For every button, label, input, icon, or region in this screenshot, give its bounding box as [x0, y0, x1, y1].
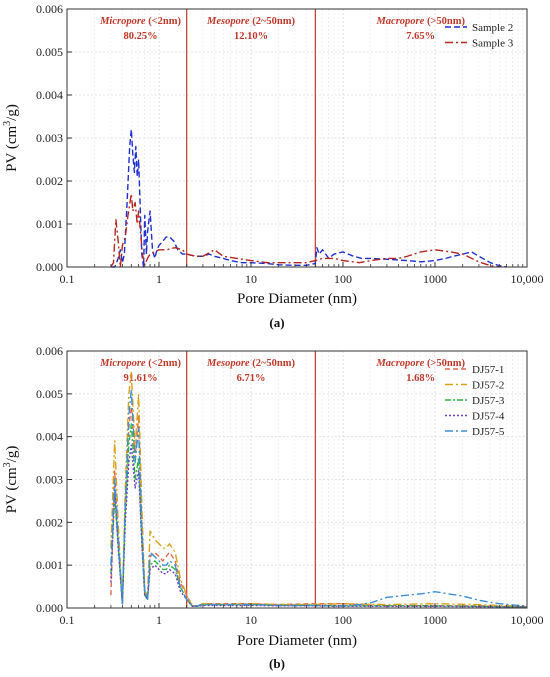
region-label-macropore: Macropore (>50nm) — [375, 16, 465, 27]
panel-label: (a) — [269, 315, 284, 330]
y-tick-label: 0.006 — [36, 2, 63, 16]
panel-label: (b) — [269, 656, 285, 671]
y-tick-label: 0.000 — [36, 260, 63, 274]
x-axis-label: Pore Diameter (nm) — [237, 633, 357, 649]
region-range: (2~50nm) — [252, 358, 295, 369]
y-tick-label: 0.001 — [36, 558, 63, 572]
x-tick-label: 0.1 — [60, 613, 75, 627]
y-tick-label: 0.000 — [36, 601, 63, 615]
grid — [67, 9, 527, 267]
legend-entry: Sample 3 — [472, 38, 514, 50]
series-line-dj57-2 — [110, 371, 528, 608]
y-tick-label: 0.003 — [36, 131, 63, 145]
x-tick-label: 0.1 — [60, 272, 75, 286]
legend-entry: DJ57-5 — [472, 426, 505, 438]
y-tick-label: 0.001 — [36, 217, 63, 231]
region-label-mesopore: Mesopore (2~50nm) — [206, 358, 296, 369]
region-label-mesopore: Mesopore (2~50nm) — [206, 16, 296, 27]
panel-b-chart: Micropore (<2nm) 91.61% Mesopore (2~50nm) 6… — [2, 344, 544, 671]
legend: Sample 2 Sample 3 — [445, 22, 514, 50]
series-line-dj57-3 — [110, 423, 528, 608]
region-range: (>50nm) — [427, 358, 466, 369]
series-line-sample-3 — [110, 193, 500, 268]
y-tick-label: 0.004 — [36, 88, 63, 102]
x-axis-label: Pore Diameter (nm) — [237, 291, 357, 307]
y-axis-label-main: PV (cm — [4, 126, 20, 172]
region-label-micropore: Micropore (<2nm) — [99, 16, 181, 27]
y-axis-label-tail: /g) — [4, 446, 20, 463]
y-tick-label: 0.006 — [36, 344, 63, 358]
region-percent: 6.71% — [237, 373, 266, 384]
y-axis-label-superscript: 3 — [2, 121, 13, 126]
region-name: Mesopore — [206, 358, 250, 369]
y-tick-label: 0.004 — [36, 430, 63, 444]
x-tick-label: 1000 — [423, 613, 447, 627]
legend-entry: DJ57-3 — [472, 395, 505, 407]
region-range: (2~50nm) — [252, 16, 295, 27]
region-range: (<2nm) — [148, 16, 181, 27]
x-tick-label: 1 — [156, 613, 162, 627]
x-tick-label: 1 — [156, 272, 162, 286]
legend: DJ57-1 DJ57-2 DJ57-3 DJ57-4 DJ57-5 — [445, 364, 505, 438]
region-percent: 80.25% — [123, 31, 157, 42]
x-tick-label: 100 — [334, 613, 352, 627]
series-line-dj57-4 — [110, 444, 528, 608]
y-tick-label: 0.002 — [36, 174, 63, 188]
y-axis-label-tail: /g) — [4, 104, 20, 121]
x-tick-label: 100 — [334, 272, 352, 286]
legend-entry: DJ57-2 — [472, 380, 504, 392]
grid — [67, 351, 527, 608]
region-name: Micropore — [99, 358, 146, 369]
region-percent: 1.68% — [406, 373, 435, 384]
region-range: (>50nm) — [427, 16, 466, 27]
series-line-dj57-1 — [110, 405, 528, 608]
legend-entry: DJ57-4 — [472, 411, 505, 423]
region-percent: 12.10% — [234, 31, 268, 42]
y-axis-label-main: PV (cm — [4, 467, 20, 513]
y-axis-label: PV (cm3/g) — [2, 104, 20, 172]
series-line-dj57-5 — [110, 388, 528, 607]
region-name: Macropore — [375, 358, 424, 369]
region-percent: 7.65% — [406, 31, 435, 42]
region-percent: 91.61% — [123, 373, 157, 384]
legend-entry: DJ57-1 — [472, 364, 504, 376]
y-axis-label: PV (cm3/g) — [2, 446, 20, 514]
region-name: Micropore — [99, 16, 146, 27]
region-label-macropore: Macropore (>50nm) — [375, 358, 465, 369]
legend-entry: Sample 2 — [472, 22, 513, 34]
x-tick-label: 10,000 — [511, 613, 544, 627]
y-axis-label-superscript: 3 — [2, 462, 13, 467]
region-label-micropore: Micropore (<2nm) — [99, 358, 181, 369]
x-tick-label: 10 — [245, 272, 257, 286]
x-tick-label: 1000 — [423, 272, 447, 286]
region-name: Mesopore — [206, 16, 250, 27]
panel-a-chart: Micropore (<2nm) 80.25% Mesopore (2~50nm) 1… — [2, 2, 544, 330]
series-line-sample-2 — [110, 128, 507, 268]
region-name: Macropore — [375, 16, 424, 27]
x-tick-label: 10 — [245, 613, 257, 627]
x-tick-label: 10,000 — [511, 272, 544, 286]
region-range: (<2nm) — [148, 358, 181, 369]
y-tick-label: 0.005 — [36, 387, 63, 401]
y-tick-label: 0.003 — [36, 473, 63, 487]
y-tick-label: 0.002 — [36, 515, 63, 529]
y-tick-label: 0.005 — [36, 45, 63, 59]
